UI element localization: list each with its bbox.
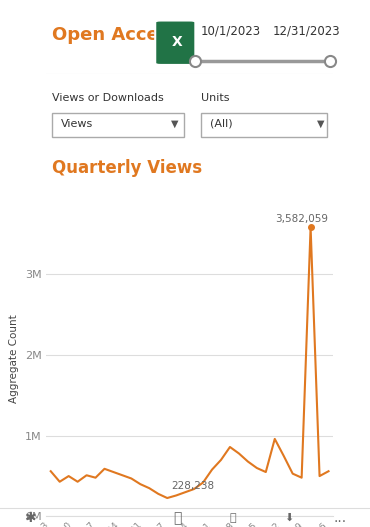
Text: ▼: ▼ xyxy=(171,119,178,129)
Text: ⎙: ⎙ xyxy=(174,511,182,525)
Text: ✱: ✱ xyxy=(24,511,36,525)
Text: Views: Views xyxy=(61,119,93,129)
Text: Units: Units xyxy=(201,93,230,103)
FancyBboxPatch shape xyxy=(155,21,195,65)
Y-axis label: Aggregate Count: Aggregate Count xyxy=(9,315,19,403)
Text: X: X xyxy=(171,35,182,49)
Text: ▼: ▼ xyxy=(317,119,324,129)
Text: 228,238: 228,238 xyxy=(172,482,215,491)
Text: ⬜: ⬜ xyxy=(230,513,236,523)
Text: ⬇: ⬇ xyxy=(284,513,293,523)
Text: 10/1/2023: 10/1/2023 xyxy=(201,25,261,37)
FancyBboxPatch shape xyxy=(201,113,327,136)
Text: Views or Downloads: Views or Downloads xyxy=(52,93,164,103)
Text: Open Access: Open Access xyxy=(52,26,180,44)
Text: (All): (All) xyxy=(210,119,232,129)
Text: 3,582,059: 3,582,059 xyxy=(275,214,328,224)
Text: ...: ... xyxy=(334,511,347,525)
Text: Quarterly Views: Quarterly Views xyxy=(52,159,202,177)
FancyBboxPatch shape xyxy=(52,113,184,136)
Text: 12/31/2023: 12/31/2023 xyxy=(273,25,340,37)
